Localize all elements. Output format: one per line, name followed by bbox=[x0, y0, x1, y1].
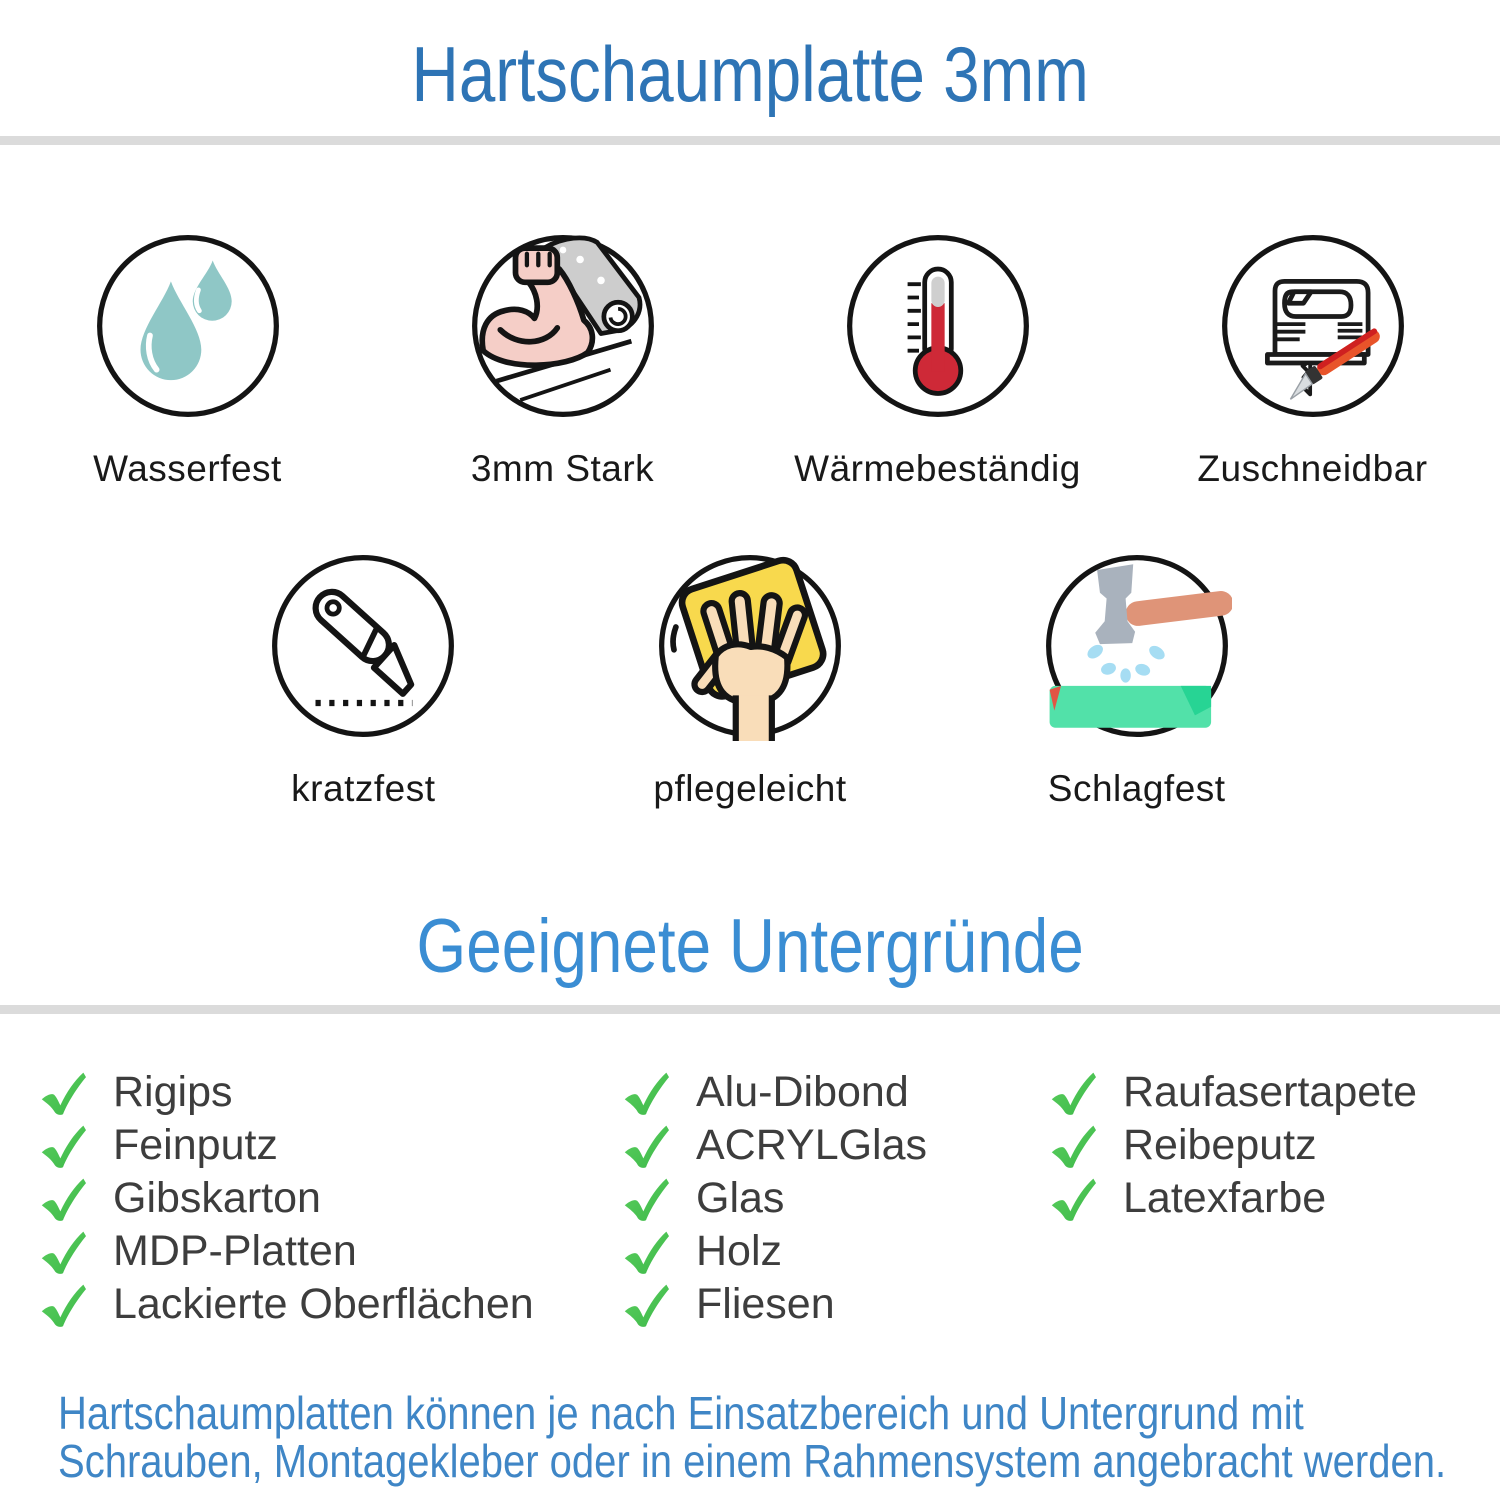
cleaning-cloth-icon bbox=[659, 555, 841, 741]
substrate-item: Holz bbox=[623, 1225, 1050, 1278]
feature-schlagfest: Schlagfest bbox=[943, 551, 1330, 811]
substrate-item: Raufasertapete bbox=[1050, 1066, 1500, 1119]
substrate-item: Gibskarton bbox=[40, 1172, 623, 1225]
substrate-item: Fliesen bbox=[623, 1278, 1050, 1331]
substrates-section: Rigips Feinputz Gibskarton MDP-Platten L… bbox=[0, 1066, 1500, 1331]
substrate-label: Lackierte Oberflächen bbox=[113, 1280, 534, 1328]
check-icon bbox=[41, 1125, 86, 1168]
substrates-column-2: Alu-Dibond ACRYLGlas Glas Holz Fliesen bbox=[623, 1066, 1050, 1331]
feature-label: pflegeleicht bbox=[653, 768, 847, 809]
utility-knife-icon bbox=[272, 555, 455, 737]
feature-zuschneidbar: Zuschneidbar bbox=[1125, 231, 1500, 491]
check-icon bbox=[1051, 1178, 1096, 1221]
substrate-label: Latexfarbe bbox=[1123, 1174, 1327, 1222]
substrate-label: Raufasertapete bbox=[1123, 1068, 1418, 1116]
feature-row-1: Wasserfest 3mm Stark Wärm bbox=[0, 231, 1500, 491]
substrate-item: Reibeputz bbox=[1050, 1119, 1500, 1172]
jigsaw-icon bbox=[1221, 235, 1404, 417]
substrate-item: Glas bbox=[623, 1172, 1050, 1225]
substrate-item: Feinputz bbox=[40, 1119, 623, 1172]
feature-label: 3mm Stark bbox=[470, 448, 655, 489]
substrate-item: Latexfarbe bbox=[1050, 1172, 1500, 1225]
check-icon bbox=[624, 1125, 669, 1168]
feature-kratzfest: kratzfest bbox=[170, 551, 557, 811]
check-icon bbox=[1051, 1072, 1096, 1115]
substrate-item: Lackierte Oberflächen bbox=[40, 1278, 623, 1331]
divider-top bbox=[0, 136, 1500, 145]
substrate-label: Glas bbox=[696, 1174, 785, 1222]
mounting-note-line2: Schrauben, Montagekleber oder in einem R… bbox=[58, 1435, 1447, 1487]
feature-pflegeleicht: pflegeleicht bbox=[557, 551, 944, 811]
feature-row-2: kratzfest pflegeleicht bbox=[170, 551, 1330, 811]
substrate-label: ACRYLGlas bbox=[696, 1121, 928, 1169]
substrate-item: Rigips bbox=[40, 1066, 623, 1119]
mounting-note-line1: Hartschaumplatten können je nach Einsatz… bbox=[58, 1387, 1304, 1439]
thermometer-icon bbox=[846, 235, 1029, 417]
check-icon bbox=[1051, 1125, 1096, 1168]
substrates-column-1: Rigips Feinputz Gibskarton MDP-Platten L… bbox=[40, 1066, 623, 1331]
substrate-label: Gibskarton bbox=[113, 1174, 321, 1222]
check-icon bbox=[624, 1178, 669, 1221]
page-title: Hartschaumplatte 3mm bbox=[411, 30, 1089, 118]
substrate-label: Feinputz bbox=[113, 1121, 278, 1169]
substrate-label: Reibeputz bbox=[1123, 1121, 1317, 1169]
feature-label: Schlagfest bbox=[1047, 768, 1226, 809]
substrate-label: Fliesen bbox=[696, 1280, 835, 1328]
substrate-label: MDP-Platten bbox=[113, 1227, 357, 1275]
check-icon bbox=[624, 1072, 669, 1115]
check-icon bbox=[624, 1231, 669, 1274]
feature-label: Zuschneidbar bbox=[1197, 448, 1428, 489]
section-title-substrates: Geeignete Untergründe bbox=[416, 904, 1084, 989]
feature-label: Wasserfest bbox=[93, 448, 282, 489]
feature-waermebestaendig: Wärmebeständig bbox=[750, 231, 1125, 491]
substrate-label: Rigips bbox=[113, 1068, 233, 1116]
feature-3mm-stark: 3mm Stark bbox=[375, 231, 750, 491]
substrate-item: MDP-Platten bbox=[40, 1225, 623, 1278]
substrate-label: Holz bbox=[696, 1227, 783, 1275]
check-icon bbox=[41, 1178, 86, 1221]
check-icon bbox=[41, 1072, 86, 1115]
check-icon bbox=[41, 1231, 86, 1274]
substrate-label: Alu-Dibond bbox=[696, 1068, 909, 1116]
feature-wasserfest: Wasserfest bbox=[0, 231, 375, 491]
mounting-note: Hartschaumplatten können je nach Einsatz… bbox=[0, 1389, 1500, 1485]
check-icon bbox=[624, 1284, 669, 1327]
check-icon bbox=[41, 1284, 86, 1327]
substrate-item: Alu-Dibond bbox=[623, 1066, 1050, 1119]
substrates-column-3: Raufasertapete Reibeputz Latexfarbe bbox=[1050, 1066, 1500, 1331]
divider-substrates bbox=[0, 1005, 1500, 1014]
water-drops-icon bbox=[96, 235, 279, 417]
feature-label: Wärmebeständig bbox=[794, 448, 1081, 489]
substrate-item: ACRYLGlas bbox=[623, 1119, 1050, 1172]
muscle-arm-icon bbox=[471, 235, 654, 417]
hammer-icon bbox=[1045, 555, 1232, 737]
feature-label: kratzfest bbox=[291, 768, 436, 809]
